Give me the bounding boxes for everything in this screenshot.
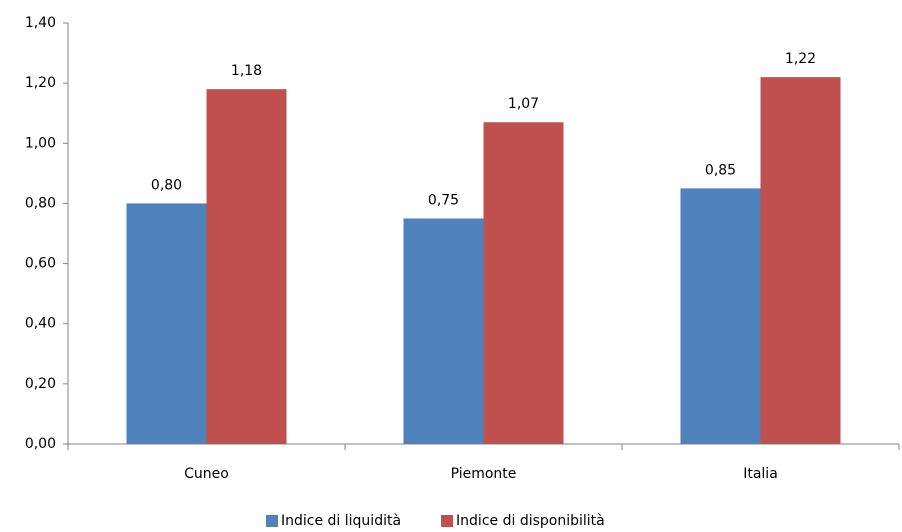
data-label: 0,85: [705, 162, 736, 178]
legend-swatch: [266, 515, 278, 527]
y-tick-label: 0,40: [25, 316, 56, 332]
y-tick-label: 0,60: [25, 256, 56, 272]
y-tick-label: 0,80: [25, 195, 56, 211]
y-tick-label: 0,00: [25, 436, 56, 452]
legend-swatch: [441, 515, 454, 527]
x-tick-label: Cuneo: [184, 466, 229, 482]
data-label: 1,18: [231, 63, 262, 79]
x-tick-label: Piemonte: [451, 466, 517, 482]
y-tick-label: 1,00: [25, 135, 56, 151]
x-tick-label: Italia: [743, 466, 778, 482]
data-label: 1,07: [508, 96, 539, 112]
data-label: 0,75: [428, 192, 459, 208]
data-label: 0,80: [151, 177, 182, 193]
bar: [680, 188, 761, 444]
y-tick-label: 1,40: [25, 15, 56, 31]
legend-label: Indice di liquidità: [281, 513, 401, 529]
y-tick-label: 1,20: [25, 75, 56, 91]
bar: [403, 218, 484, 444]
bar: [206, 89, 287, 445]
legend-label: Indice di disponibilità: [456, 513, 605, 529]
y-tick-label: 0,20: [25, 376, 56, 392]
bar: [126, 203, 207, 444]
data-label: 1,22: [785, 51, 816, 67]
bar: [483, 122, 564, 444]
bar: [760, 77, 841, 444]
